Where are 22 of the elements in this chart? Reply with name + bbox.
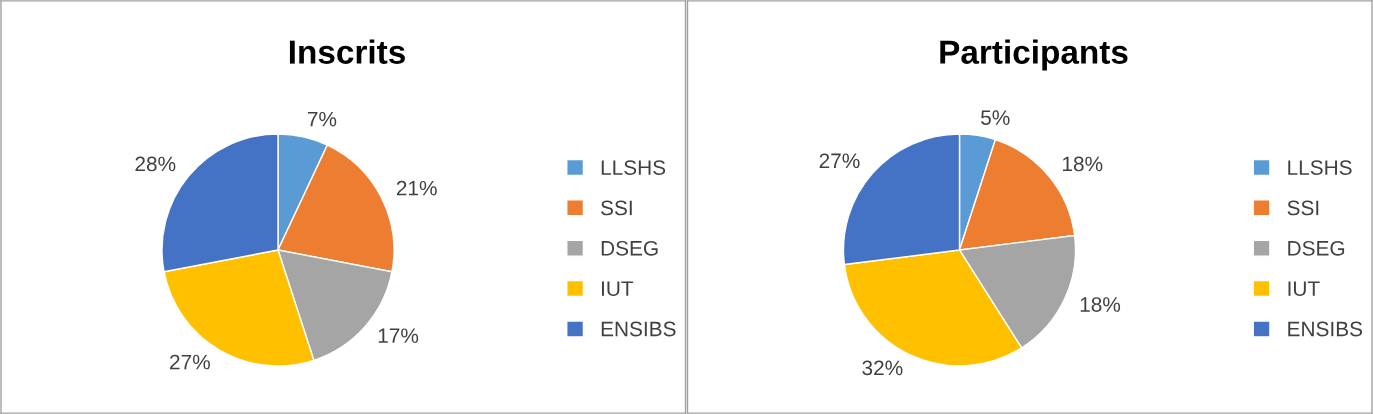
data-label: 18% bbox=[1062, 156, 1103, 172]
legend-label: ENSIBS bbox=[1288, 321, 1363, 337]
data-label: 21% bbox=[396, 180, 437, 196]
legend-label: SSI bbox=[601, 200, 632, 216]
legend-label: DSEG bbox=[601, 240, 658, 256]
legend-label: IUT bbox=[602, 281, 634, 297]
legend-label: IUT bbox=[1288, 281, 1320, 297]
legend-label: SSI bbox=[1287, 200, 1319, 216]
data-label: 7% bbox=[307, 111, 337, 127]
data-label: 27% bbox=[819, 153, 860, 169]
data-label: 27% bbox=[170, 354, 210, 370]
chart-title: Inscrits bbox=[289, 39, 405, 64]
legend-label: DSEG bbox=[1288, 240, 1345, 256]
legend-label: LLSHS bbox=[601, 160, 666, 175]
legend-label: LLSHS bbox=[1288, 160, 1352, 175]
data-label: 18% bbox=[1080, 297, 1121, 312]
data-label: 28% bbox=[135, 156, 176, 172]
chart-title: Participants bbox=[940, 39, 1128, 71]
data-label: 17% bbox=[378, 328, 419, 343]
data-label: 32% bbox=[862, 360, 903, 376]
data-label: 5% bbox=[981, 110, 1010, 125]
legend-label: ENSIBS bbox=[601, 321, 676, 337]
